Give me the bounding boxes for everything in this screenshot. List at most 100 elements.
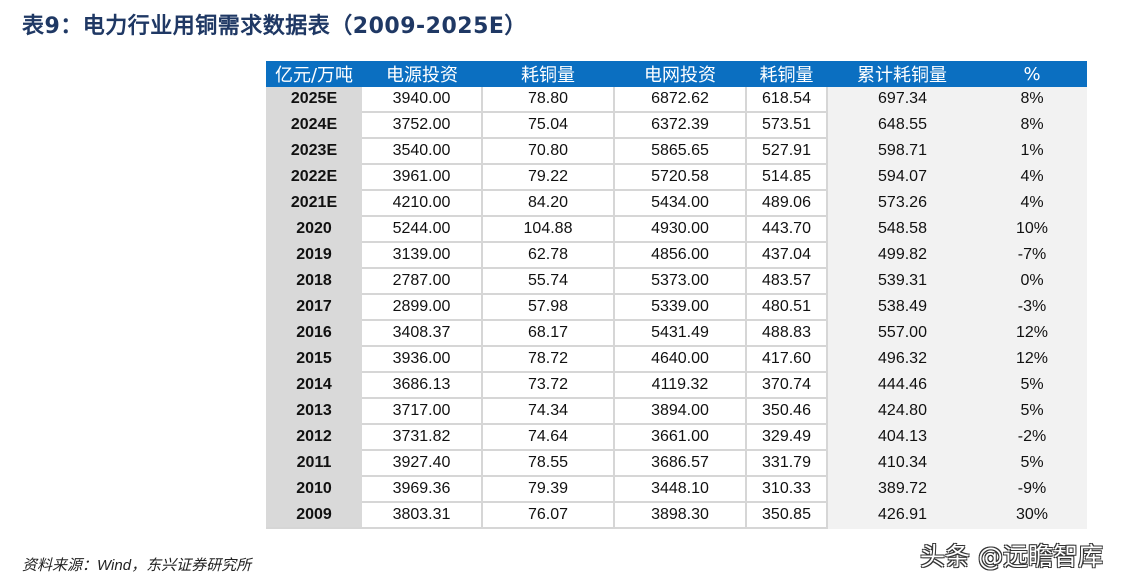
table-row: 2010 3969.36 79.39 3448.10 310.33 389.72 -9%: [266, 476, 1087, 503]
copper-use-grid-cell: 489.06: [746, 190, 828, 217]
pct-cell: 8%: [977, 112, 1087, 139]
power-source-investment-cell: 4210.00: [362, 190, 483, 217]
table-title: 表9：电力行业用铜需求数据表（2009-2025E）: [22, 14, 527, 39]
year-cell: 2014: [266, 372, 362, 399]
power-source-investment-cell: 3139.00: [362, 242, 483, 269]
grid-investment-cell: 4119.32: [614, 372, 747, 399]
copper-use-source-cell: 104.88: [482, 216, 615, 243]
copper-use-grid-cell: 488.83: [746, 320, 828, 347]
cumulative-copper-cell: 573.26: [827, 190, 977, 217]
copper-use-grid-cell: 480.51: [746, 294, 828, 321]
copper-use-grid-cell: 527.91: [746, 138, 828, 165]
pct-cell: 4%: [977, 190, 1087, 217]
copper-use-grid-cell: 437.04: [746, 242, 828, 269]
header-power-source-investment: 电源投资: [362, 61, 482, 87]
copper-use-source-cell: 78.80: [482, 87, 615, 113]
header-cumulative-copper: 累计耗铜量: [827, 61, 977, 87]
pct-cell: 5%: [977, 450, 1087, 477]
cumulative-copper-cell: 594.07: [827, 164, 977, 191]
grid-investment-cell: 3448.10: [614, 476, 747, 503]
cumulative-copper-cell: 648.55: [827, 112, 977, 139]
year-cell: 2015: [266, 346, 362, 373]
copper-use-source-cell: 79.39: [482, 476, 615, 503]
copper-use-source-cell: 78.55: [482, 450, 615, 477]
table-row: 2012 3731.82 74.64 3661.00 329.49 404.13 -2%: [266, 424, 1087, 451]
copper-use-source-cell: 55.74: [482, 268, 615, 295]
copper-use-grid-cell: 329.49: [746, 424, 828, 451]
power-source-investment-cell: 3961.00: [362, 164, 483, 191]
header-pct: %: [977, 61, 1087, 87]
power-source-investment-cell: 3940.00: [362, 87, 483, 113]
grid-investment-cell: 5339.00: [614, 294, 747, 321]
copper-demand-table: 亿元/万吨 电源投资 耗铜量 电网投资 耗铜量 累计耗铜量 % 2025E 394…: [266, 61, 1087, 529]
copper-use-source-cell: 74.34: [482, 398, 615, 425]
table-row: 2020 5244.00 104.88 4930.00 443.70 548.58 10%: [266, 216, 1087, 243]
grid-investment-cell: 5865.65: [614, 138, 747, 165]
table-row: 2009 3803.31 76.07 3898.30 350.85 426.91 30%: [266, 502, 1087, 529]
table-row: 2019 3139.00 62.78 4856.00 437.04 499.82 -7%: [266, 242, 1087, 269]
grid-investment-cell: 5720.58: [614, 164, 747, 191]
copper-use-grid-cell: 514.85: [746, 164, 828, 191]
cumulative-copper-cell: 404.13: [827, 424, 977, 451]
pct-cell: -2%: [977, 424, 1087, 451]
year-cell: 2013: [266, 398, 362, 425]
pct-cell: -7%: [977, 242, 1087, 269]
grid-investment-cell: 3898.30: [614, 502, 747, 529]
cumulative-copper-cell: 697.34: [827, 87, 977, 113]
grid-investment-cell: 5434.00: [614, 190, 747, 217]
year-cell: 2023E: [266, 138, 362, 165]
cumulative-copper-cell: 496.32: [827, 346, 977, 373]
watermark: 头条 @远瞻智库: [920, 542, 1103, 571]
header-grid-investment: 电网投资: [614, 61, 746, 87]
copper-use-source-cell: 84.20: [482, 190, 615, 217]
power-source-investment-cell: 3803.31: [362, 502, 483, 529]
header-unit: 亿元/万吨: [266, 61, 362, 87]
copper-use-grid-cell: 331.79: [746, 450, 828, 477]
copper-use-grid-cell: 417.60: [746, 346, 828, 373]
year-cell: 2024E: [266, 112, 362, 139]
cumulative-copper-cell: 426.91: [827, 502, 977, 529]
cumulative-copper-cell: 444.46: [827, 372, 977, 399]
table-row: 2025E 3940.00 78.80 6872.62 618.54 697.34 8%: [266, 87, 1087, 113]
year-cell: 2011: [266, 450, 362, 477]
copper-use-source-cell: 79.22: [482, 164, 615, 191]
pct-cell: 5%: [977, 398, 1087, 425]
year-cell: 2025E: [266, 87, 362, 113]
grid-investment-cell: 4856.00: [614, 242, 747, 269]
cumulative-copper-cell: 389.72: [827, 476, 977, 503]
pct-cell: 30%: [977, 502, 1087, 529]
header-copper-use-grid: 耗铜量: [746, 61, 827, 87]
grid-investment-cell: 6872.62: [614, 87, 747, 113]
power-source-investment-cell: 3936.00: [362, 346, 483, 373]
table-row: 2013 3717.00 74.34 3894.00 350.46 424.80 5%: [266, 398, 1087, 425]
copper-use-source-cell: 57.98: [482, 294, 615, 321]
pct-cell: 12%: [977, 320, 1087, 347]
copper-use-grid-cell: 618.54: [746, 87, 828, 113]
pct-cell: 8%: [977, 87, 1087, 113]
grid-investment-cell: 5431.49: [614, 320, 747, 347]
copper-use-source-cell: 75.04: [482, 112, 615, 139]
table-row: 2018 2787.00 55.74 5373.00 483.57 539.31 0%: [266, 268, 1087, 295]
pct-cell: 5%: [977, 372, 1087, 399]
cumulative-copper-cell: 424.80: [827, 398, 977, 425]
copper-use-source-cell: 70.80: [482, 138, 615, 165]
copper-use-source-cell: 68.17: [482, 320, 615, 347]
power-source-investment-cell: 2899.00: [362, 294, 483, 321]
grid-investment-cell: 3686.57: [614, 450, 747, 477]
pct-cell: 12%: [977, 346, 1087, 373]
copper-use-source-cell: 73.72: [482, 372, 615, 399]
power-source-investment-cell: 3731.82: [362, 424, 483, 451]
power-source-investment-cell: 3752.00: [362, 112, 483, 139]
cumulative-copper-cell: 539.31: [827, 268, 977, 295]
grid-investment-cell: 5373.00: [614, 268, 747, 295]
source-suffix: ，东兴证券研究所: [131, 556, 252, 574]
year-cell: 2017: [266, 294, 362, 321]
table-row: 2024E 3752.00 75.04 6372.39 573.51 648.55 8%: [266, 112, 1087, 139]
year-cell: 2021E: [266, 190, 362, 217]
cumulative-copper-cell: 538.49: [827, 294, 977, 321]
year-cell: 2016: [266, 320, 362, 347]
grid-investment-cell: 4930.00: [614, 216, 747, 243]
year-cell: 2009: [266, 502, 362, 529]
year-cell: 2018: [266, 268, 362, 295]
cumulative-copper-cell: 557.00: [827, 320, 977, 347]
